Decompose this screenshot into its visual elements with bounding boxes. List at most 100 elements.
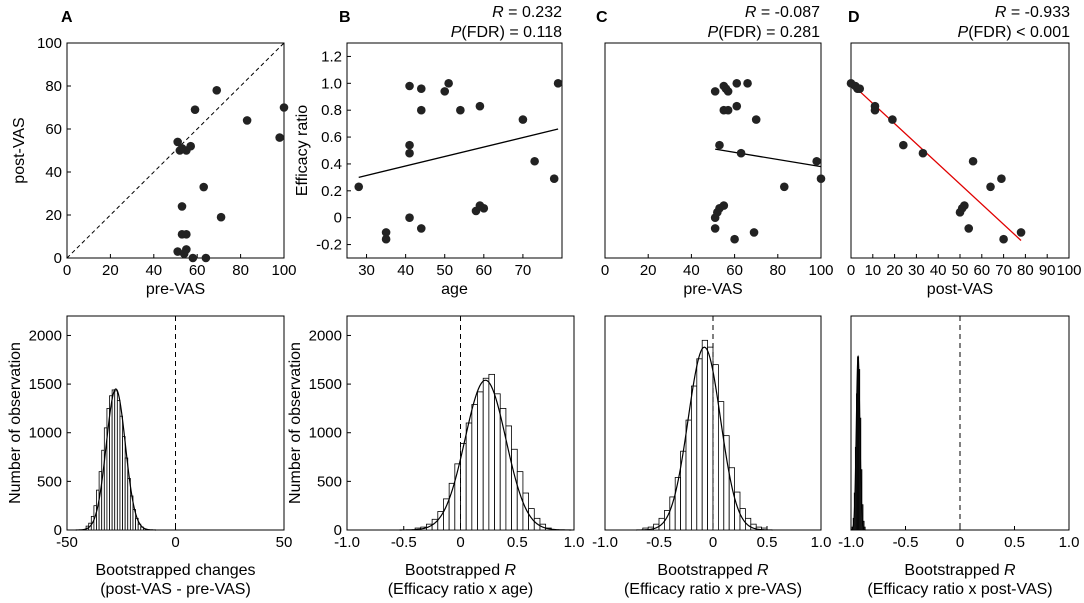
c-hist-bar-11 [701, 339, 709, 531]
c-hist-xtick-label: -1.0 [592, 534, 618, 551]
b-scatter-xtick-label: 30 [358, 262, 375, 279]
a-scatter-axes: 0 20 40 60 80 100 0 20 40 60 80 100 [37, 35, 297, 279]
c-hist-bar-10 [696, 358, 703, 531]
d-scatter-point-16 [999, 234, 1008, 244]
c-scatter-frame [604, 42, 822, 259]
b-hist-xlabel-italic: R [505, 562, 517, 579]
b-scatter-fit-line [358, 128, 559, 179]
b-hist-ytick-label: 1000 [309, 425, 342, 442]
d-scatter-xtick-label: 40 [930, 262, 947, 279]
c-scatter-xtick-label: 40 [683, 262, 700, 279]
c-scatter-xtick-label: 20 [640, 262, 657, 279]
d-hist-xlabel-line2: (Efficacy ratio x post-VAS) [867, 581, 1052, 598]
c-hist-xlabel-italic: R [757, 562, 769, 579]
d-scatter-point-17 [1016, 228, 1026, 237]
b-hist-xtick-label: -0.5 [391, 534, 417, 551]
b-hist-xtick-label: -1.0 [334, 534, 360, 551]
c-scatter-point-9 [743, 79, 752, 88]
d-hist-axes: -1.0 -0.5 0 0.5 1.0 [838, 315, 1079, 551]
d-scatter-xtick-label: 30 [908, 262, 925, 279]
d-hist-xtick-label: 0.5 [1004, 534, 1025, 551]
a-scatter-point-19 [201, 253, 211, 263]
a-hist-series [75, 316, 176, 531]
b-scatter-ytick-label: 0 [334, 210, 342, 227]
b-scatter-frame [346, 42, 563, 259]
a-scatter-point-18 [188, 253, 198, 263]
b-scatter-ytick-label: 0.6 [321, 129, 342, 146]
plot-area: 0 20 40 60 80 100020406080100pre-VASpost-VAS3… [7, 35, 1082, 598]
d-hist-xtick-label: -1.0 [838, 534, 864, 551]
a-hist-ytick-label: 500 [37, 473, 62, 490]
a-scatter-point-12 [216, 212, 226, 222]
c-hist-bar-12 [707, 346, 714, 531]
a-scatter-point-15 [173, 247, 182, 256]
b-hist-ytick-label: 2000 [309, 327, 342, 344]
d-hist-xlabel-main: Bootstrapped [904, 562, 1004, 579]
b-scatter-xtick-label: 60 [475, 262, 492, 279]
a-scatter-xtick-label: 60 [189, 262, 206, 279]
c-scatter-point-10 [751, 115, 761, 124]
a-scatter-series [66, 42, 289, 263]
c-scatter-point-16 [719, 201, 729, 210]
a-scatter-ytick-label: 60 [45, 121, 62, 138]
c-scatter-fit-line [715, 148, 822, 168]
b-hist-ylabel: Number of observation [287, 342, 304, 504]
b-scatter-xlabel: age [441, 281, 468, 298]
d-hist-xlabel-italic: R [1004, 562, 1016, 579]
b-scatter-ytick-label: 1.0 [321, 75, 342, 92]
a-scatter-ylabel: post-VAS [11, 117, 28, 183]
d-scatter-point-3 [855, 84, 865, 93]
b-scatter-ytick-label: 0.8 [321, 102, 342, 119]
a-hist-ytick-label: 1500 [29, 376, 62, 393]
a-hist-ytick-label: 0 [54, 522, 62, 539]
a-scatter-ytick-label: 20 [45, 207, 62, 224]
a-scatter-point-4 [186, 141, 195, 151]
d-scatter-xtick-label: 10 [864, 262, 881, 279]
c-scatter-point-18 [749, 228, 759, 237]
b-hist-fit-curve [399, 379, 572, 531]
c-hist-xlabel-line1: Bootstrapped R [657, 562, 769, 579]
d-scatter-xtick-label: 60 [973, 262, 990, 279]
b-scatter-xtick-label: 50 [436, 262, 453, 279]
a-scatter-point-8 [275, 133, 284, 142]
panel-label-a: A [61, 9, 73, 26]
a-hist-ytick-label: 1000 [29, 425, 62, 442]
b-scatter-point-7 [416, 84, 426, 93]
c-scatter-point-17 [730, 234, 739, 244]
b-scatter-point-9 [416, 224, 426, 233]
b-hist-bar-20 [528, 508, 535, 531]
a-scatter-xtick-label: 80 [232, 262, 249, 279]
a-scatter-point-17 [182, 245, 191, 254]
d-scatter-point-6 [888, 115, 897, 124]
c-scatter-point-4 [723, 87, 733, 96]
a-scatter-xtick-label: 40 [145, 262, 162, 279]
b-scatter-xtick-label: 40 [397, 262, 414, 279]
b-hist-bar-14 [494, 393, 501, 531]
a-hist-ylabel: Number of observation [7, 342, 24, 504]
panel-label-c: C [596, 9, 608, 26]
b-hist-ytick-label: 0 [334, 522, 342, 539]
b-scatter-ytick-label: 0.4 [321, 156, 342, 173]
d-hist-xtick-label: -0.5 [893, 534, 919, 551]
a-hist-fit-curve [75, 388, 156, 531]
a-hist-xlabel-line1: Bootstrapped changes [95, 562, 255, 579]
d-scatter-axes: 0 10 20 30 40 50 60 70 80 90 100 [847, 42, 1082, 279]
d-scatter-point-11 [960, 201, 969, 210]
c-scatter-point-14 [710, 213, 720, 222]
b-hist-series [399, 316, 572, 531]
c-hist-xlabel-line2: (Efficacy ratio x pre-VAS) [624, 581, 802, 598]
c-scatter-xtick-label: 60 [726, 262, 743, 279]
d-scatter-xtick-label: 80 [1017, 262, 1034, 279]
stat-c-r: R = -0.087 [745, 4, 820, 21]
b-scatter-axes: 30 40 50 60 70 -0.2 0 0.2 0.4 0.6 0.8 1.0 1.2 [316, 42, 563, 279]
a-hist-xtick-label: 0 [171, 534, 179, 551]
b-scatter-point-5 [405, 148, 414, 158]
c-scatter-xlabel: pre-VAS [683, 281, 742, 298]
b-hist-ytick-label: 500 [317, 473, 342, 490]
b-hist-xlabel-line1: Bootstrapped R [405, 562, 517, 579]
a-hist-xlabel-line2: (post-VAS - pre-VAS) [100, 581, 251, 598]
b-hist-bar-13 [488, 373, 495, 531]
stat-d-r: R = -0.933 [995, 4, 1070, 21]
c-hist-xlabel-main: Bootstrapped [657, 562, 757, 579]
